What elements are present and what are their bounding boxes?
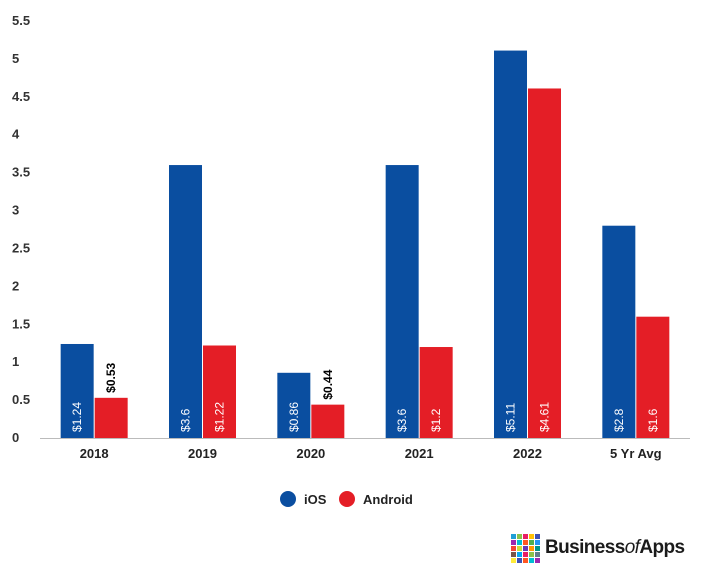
y-tick-label: 3 [12, 203, 19, 218]
y-tick-label: 0.5 [12, 392, 30, 407]
logo-grid-cell [517, 539, 522, 545]
x-tick-label: 2019 [188, 446, 217, 461]
logo-grid-cell [523, 557, 528, 563]
ios-bar [385, 165, 419, 438]
y-tick-label: 1 [12, 354, 19, 369]
logo-grid-cell [529, 533, 534, 539]
x-tick-label: 2022 [513, 446, 542, 461]
logo-grid-cell [511, 539, 516, 545]
logo-grid-cell [511, 545, 516, 551]
y-axis: 0 0.5 1 1.5 2 2.5 3 3.5 4 4.5 5 5.5 [12, 13, 30, 445]
ios-legend-marker [280, 491, 296, 507]
y-tick-label: 5 [12, 51, 19, 66]
logo-wordmark: BusinessofApps [545, 537, 685, 559]
x-tick-label: 2021 [405, 446, 434, 461]
x-tick-label: 2018 [80, 446, 109, 461]
android-bar [528, 88, 561, 438]
logo-grid-cell [511, 551, 516, 557]
logo-grid-cell [529, 545, 534, 551]
legend: iOS Android [280, 491, 413, 507]
android-legend-marker [339, 491, 355, 507]
logo-grid-cell [517, 545, 522, 551]
bar-value-label: $1.22 [213, 402, 227, 432]
x-tick-label: 2020 [296, 446, 325, 461]
logo-grid-cell [529, 551, 534, 557]
ios-bar [60, 343, 94, 438]
logo-grid-cell [517, 551, 522, 557]
x-tick-label: 5 Yr Avg [610, 446, 662, 461]
logo-grid-cell [523, 533, 528, 539]
y-tick-label: 4 [12, 127, 20, 142]
logo-grid-cell [511, 557, 516, 563]
logo-grid-cell [535, 545, 540, 551]
bar-value-label: $2.8 [612, 408, 626, 432]
android-bar [636, 316, 670, 438]
bar-value-label: $3.6 [179, 408, 193, 432]
legend-label: Android [363, 492, 413, 507]
android-bar [94, 397, 128, 438]
android-bar [311, 404, 345, 438]
logo-grid-cell [517, 557, 522, 563]
y-tick-label: 4.5 [12, 89, 30, 104]
logo-word-1: Business [545, 537, 625, 558]
bar-value-label: $5.11 [504, 403, 518, 432]
y-tick-label: 3.5 [12, 165, 30, 180]
legend-label: iOS [304, 492, 327, 507]
y-tick-label: 0 [12, 430, 19, 445]
logo-grid-cell [523, 545, 528, 551]
android-bar [203, 345, 236, 438]
logo-word-2: of [624, 537, 640, 558]
ios-bar [602, 225, 636, 438]
bar-value-label: $0.44 [321, 369, 335, 399]
bar-value-label: $1.6 [646, 408, 660, 432]
logo-grid-cell [529, 539, 534, 545]
y-tick-label: 2.5 [12, 240, 30, 255]
logo-word-3: Apps [639, 537, 685, 558]
bar-value-label: $3.6 [395, 408, 409, 432]
logo-grid-cell [535, 533, 540, 539]
bar-value-label: $4.61 [538, 402, 552, 432]
ios-bar [494, 50, 527, 438]
y-tick-label: 1.5 [12, 316, 30, 331]
logo-grid-cell [511, 533, 516, 539]
logo-grid-cell [535, 539, 540, 545]
logo-grid-icon [511, 533, 540, 563]
bar-value-label: $0.53 [104, 362, 118, 392]
x-axis: 2018 2019 2020 2021 2022 5 Yr Avg [80, 446, 662, 461]
bar-value-label: $1.2 [429, 408, 443, 432]
bar-value-label: $0.86 [287, 402, 301, 432]
y-tick-label: 2 [12, 278, 19, 293]
logo-grid-cell [529, 557, 534, 563]
logo-grid-cell [517, 533, 522, 539]
logo-grid-cell [535, 551, 540, 557]
bars: $1.24 $0.53 $3.6 $1.22 $0.86 $0.44 $3.6 $1.2 $5.… [60, 50, 670, 438]
logo-grid-cell [523, 551, 528, 557]
ios-bar [277, 372, 311, 438]
android-bar [419, 347, 453, 438]
businessofapps-logo: BusinessofApps [511, 532, 685, 564]
y-tick-label: 5.5 [12, 13, 30, 28]
ios-bar [169, 165, 202, 438]
logo-grid-cell [523, 539, 528, 545]
bar-value-label: $1.24 [70, 402, 84, 432]
logo-grid-cell [535, 557, 540, 563]
